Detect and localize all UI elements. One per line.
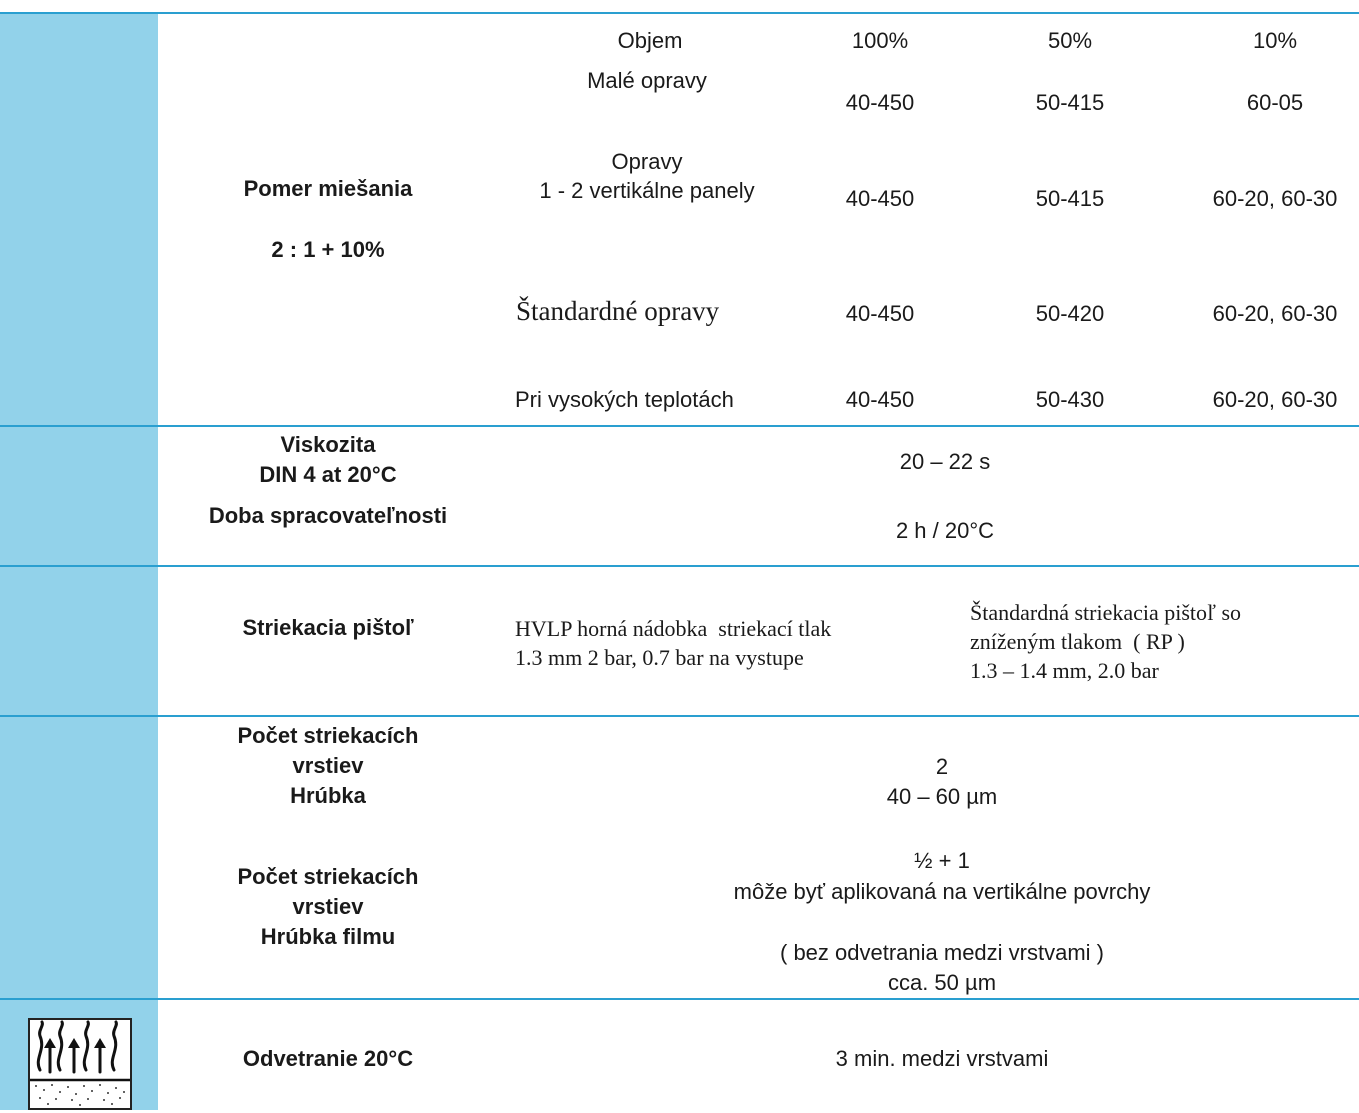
row-value-10: 60-20, 60-30	[1212, 387, 1338, 412]
flash-off-icon	[28, 1018, 132, 1110]
row-value-10: 60-05	[1246, 90, 1304, 115]
film-value: ½ + 1 môže byť aplikovaná na vertikálne …	[733, 848, 1151, 996]
flash-label: Odvetranie 20°C	[242, 1046, 414, 1071]
gun-standard: Štandardná striekacia pištoľ so zníženým…	[970, 600, 1242, 683]
row-name: Pri vysokých teplotách	[515, 387, 734, 412]
row-value-100: 40-450	[845, 186, 915, 211]
divider	[0, 998, 1359, 1000]
viscosity-value: 20 – 22 s	[899, 449, 991, 474]
coats-label: Počet striekacích vrstiev Hrúbka	[237, 723, 419, 808]
row-value-50: 50-415	[1035, 186, 1105, 211]
potlife-label: Doba spracovateľnosti	[208, 503, 448, 528]
mixing-label: Pomer miešania	[243, 176, 413, 201]
row-value-10: 60-20, 60-30	[1212, 301, 1338, 326]
gun-hvlp: HVLP horná nádobka striekací tlak 1.3 mm…	[515, 616, 832, 670]
divider	[0, 12, 1359, 14]
mixing-ratio: 2 : 1 + 10%	[271, 237, 385, 262]
potlife-value: 2 h / 20°C	[895, 518, 995, 543]
film-label: Počet striekacích vrstiev Hrúbka filmu	[237, 864, 419, 949]
header-objem: Objem	[617, 28, 683, 53]
coats-value: 2 40 – 60 µm	[886, 754, 998, 809]
sidebar-strip	[0, 12, 158, 1110]
viscosity-label: Viskozita DIN 4 at 20°C	[259, 432, 397, 487]
row-value-100: 40-450	[845, 90, 915, 115]
flash-value: 3 min. medzi vrstvami	[835, 1046, 1049, 1071]
divider	[0, 715, 1359, 717]
row-value-100: 40-450	[845, 387, 915, 412]
divider	[0, 565, 1359, 567]
header-100: 100%	[851, 28, 909, 53]
header-10: 10%	[1252, 28, 1298, 53]
row-name: Opravy 1 - 2 vertikálne panely	[539, 149, 755, 203]
row-value-100: 40-450	[845, 301, 915, 326]
header-50: 50%	[1047, 28, 1093, 53]
row-name: Malé opravy	[587, 68, 707, 93]
row-value-10: 60-20, 60-30	[1212, 186, 1338, 211]
row-value-50: 50-415	[1035, 90, 1105, 115]
row-name: Štandardné opravy	[516, 296, 720, 326]
divider	[0, 425, 1359, 427]
row-value-50: 50-420	[1035, 301, 1105, 326]
row-value-50: 50-430	[1035, 387, 1105, 412]
gun-label: Striekacia pištoľ	[242, 615, 414, 640]
